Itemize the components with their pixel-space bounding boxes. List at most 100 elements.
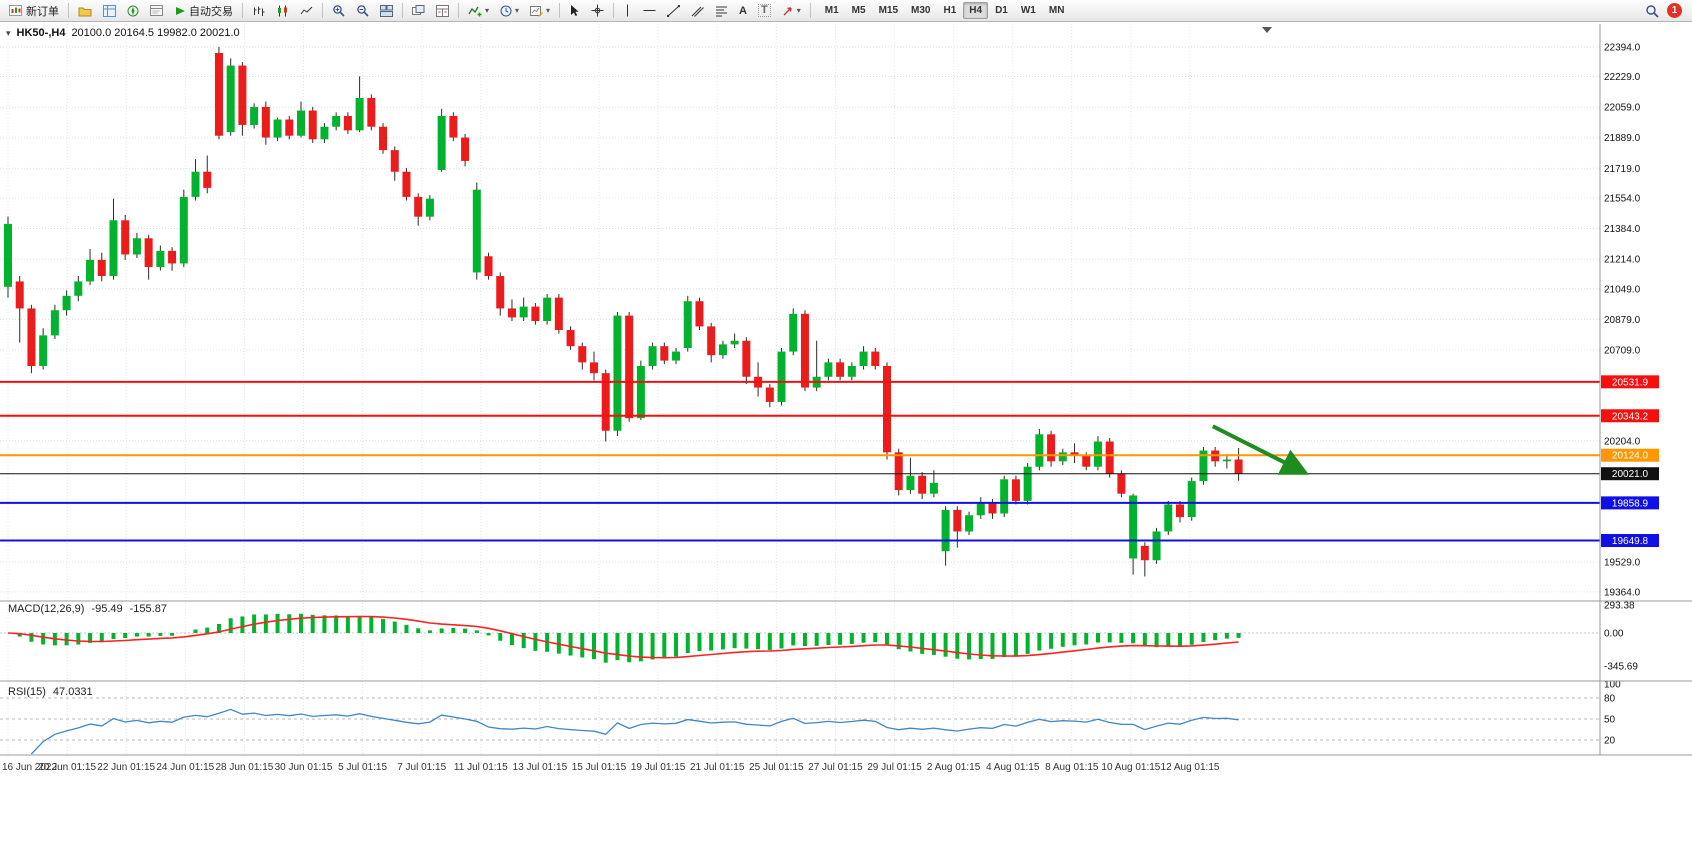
notification-badge[interactable]: 1 <box>1667 3 1682 18</box>
candle-body <box>1035 434 1044 467</box>
shapes-button[interactable]: ▾ <box>777 1 806 20</box>
x-axis-label: 22 Jun 01:15 <box>97 762 155 773</box>
collapse-caret-icon[interactable]: ▾ <box>6 27 11 38</box>
label-tool-button[interactable]: T <box>753 1 776 20</box>
zoom-in-button[interactable] <box>327 1 350 20</box>
candle-body <box>191 171 200 197</box>
market-watch-button[interactable] <box>98 1 121 20</box>
candle-body <box>1129 495 1138 559</box>
candle-body <box>613 315 622 431</box>
toolbar-separator <box>613 3 615 18</box>
chart-ohlc-header: ▾ HK50-,H4 20100.0 20164.5 19982.0 20021… <box>6 27 240 39</box>
price-badge <box>1601 409 1659 423</box>
search-button[interactable] <box>1640 1 1664 20</box>
candle-body <box>86 259 95 282</box>
zoom-out-button[interactable] <box>351 1 374 20</box>
x-axis-label: 2 Aug 01:15 <box>927 762 981 773</box>
new-order-button[interactable]: 新订单 <box>4 1 64 20</box>
trend-arrow-annotation[interactable] <box>1211 424 1310 475</box>
candle-body <box>941 509 950 552</box>
candle-body <box>660 346 669 361</box>
candle-body <box>4 223 12 287</box>
terminal-button[interactable] <box>145 1 168 20</box>
timeframe-D1[interactable]: D1 <box>989 2 1014 19</box>
line-chart-button[interactable] <box>295 1 318 20</box>
tile-windows-button[interactable] <box>375 1 398 20</box>
candle-body <box>250 106 259 125</box>
candle-body <box>1000 479 1009 514</box>
horizontal-line-icon <box>643 6 656 15</box>
chart-shift-marker[interactable] <box>1262 27 1272 33</box>
candle-body <box>320 126 329 140</box>
price-badge <box>1601 496 1659 510</box>
fibonacci-button[interactable] <box>710 1 733 20</box>
x-axis-label: 29 Jul 01:15 <box>867 762 922 773</box>
arrow-shape-icon <box>782 5 794 17</box>
timeframe-MN[interactable]: MN <box>1043 2 1071 19</box>
horizontal-line-button[interactable] <box>638 1 661 20</box>
crosshair-button[interactable] <box>586 1 609 20</box>
clock-icon <box>500 5 512 17</box>
channel-button[interactable] <box>686 1 709 20</box>
navigator-button[interactable] <box>122 1 144 20</box>
candle-body <box>261 106 270 138</box>
x-axis-label: 27 Jul 01:15 <box>808 762 863 773</box>
cursor-button[interactable] <box>564 1 585 20</box>
rsi-indicator-label: RSI(15) 47.0331 <box>8 686 93 698</box>
candle-body <box>918 475 927 494</box>
candle-body <box>297 110 305 136</box>
candlestick-chart-icon <box>276 5 289 17</box>
periods-button[interactable]: ▾ <box>495 1 524 20</box>
rsi-line <box>30 708 1239 755</box>
autotrading-button[interactable]: 自动交易 <box>169 1 238 20</box>
channel-icon <box>691 5 704 17</box>
candle-body <box>566 329 575 347</box>
timeframe-M30[interactable]: M30 <box>905 2 936 19</box>
timeframe-H4[interactable]: H4 <box>963 2 989 19</box>
candlestick-chart-button[interactable] <box>271 1 294 20</box>
timeframe-H1[interactable]: H1 <box>937 2 962 19</box>
timeframe-toolbar: M1 M5 M15 M30 H1 H4 D1 W1 MN <box>819 2 1071 19</box>
candle-body <box>871 351 880 366</box>
x-axis-label: 16 Jun 2022 <box>2 762 57 773</box>
candle-body <box>332 115 341 127</box>
price-badge-label: 19649.8 <box>1612 536 1649 547</box>
auto-arrange-button[interactable] <box>431 1 454 20</box>
autotrading-play-icon <box>174 5 186 17</box>
candle-body <box>742 340 751 377</box>
candle-body <box>449 115 458 138</box>
profiles-button[interactable] <box>73 1 97 20</box>
candle-body <box>74 281 83 296</box>
candle-body <box>554 297 563 330</box>
y-axis-label: 19364.0 <box>1604 587 1641 598</box>
indicators-button[interactable]: ▾ <box>463 1 494 20</box>
timeframe-W1[interactable]: W1 <box>1015 2 1042 19</box>
templates-button[interactable]: ▾ <box>525 1 555 20</box>
dropdown-caret-icon: ▾ <box>485 5 490 15</box>
symbol-timeframe-label: HK50-,H4 <box>16 27 66 39</box>
price-badge-label: 20124.0 <box>1612 451 1649 462</box>
macd-main-value: -95.49 <box>91 603 123 615</box>
macd-signal-value: -155.87 <box>129 603 167 615</box>
candles-layer <box>4 46 1243 577</box>
candle-body <box>777 351 786 402</box>
x-axis-label: 12 Aug 01:15 <box>1161 762 1220 773</box>
cursor-icon <box>569 4 580 17</box>
zoom-out-icon <box>356 4 369 17</box>
vertical-line-button[interactable] <box>618 1 637 20</box>
macd-axis-label: -345.69 <box>1604 661 1638 672</box>
y-axis-label: 21889.0 <box>1604 133 1641 144</box>
candle-body <box>695 301 704 327</box>
arrange-windows-button[interactable] <box>407 1 430 20</box>
bar-chart-icon <box>252 5 265 17</box>
text-tool-button[interactable]: A <box>734 1 752 20</box>
trendline-button[interactable] <box>662 1 685 20</box>
timeframe-M15[interactable]: M15 <box>873 2 904 19</box>
timeframe-M5[interactable]: M5 <box>846 2 872 19</box>
tile-windows-icon <box>380 4 393 17</box>
candle-body <box>285 119 294 136</box>
bar-chart-button[interactable] <box>247 1 270 20</box>
timeframe-M1[interactable]: M1 <box>819 2 845 19</box>
y-axis-label: 21554.0 <box>1604 193 1641 204</box>
